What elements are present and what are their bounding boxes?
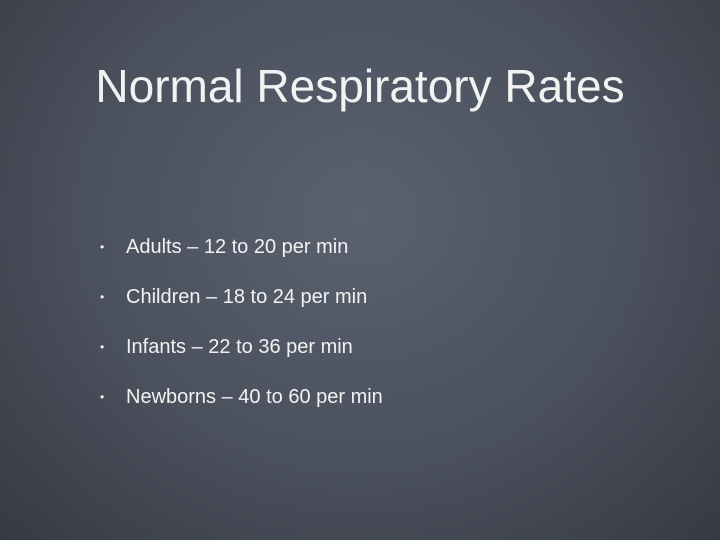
bullet-item: Infants – 22 to 36 per min — [100, 328, 383, 378]
bullet-list: Adults – 12 to 20 per minChildren – 18 t… — [100, 228, 383, 428]
slide-title: Normal Respiratory Rates — [95, 60, 625, 112]
bullet-item: Children – 18 to 24 per min — [100, 278, 383, 328]
bullet-item: Newborns – 40 to 60 per min — [100, 378, 383, 428]
bullet-item: Adults – 12 to 20 per min — [100, 228, 383, 278]
